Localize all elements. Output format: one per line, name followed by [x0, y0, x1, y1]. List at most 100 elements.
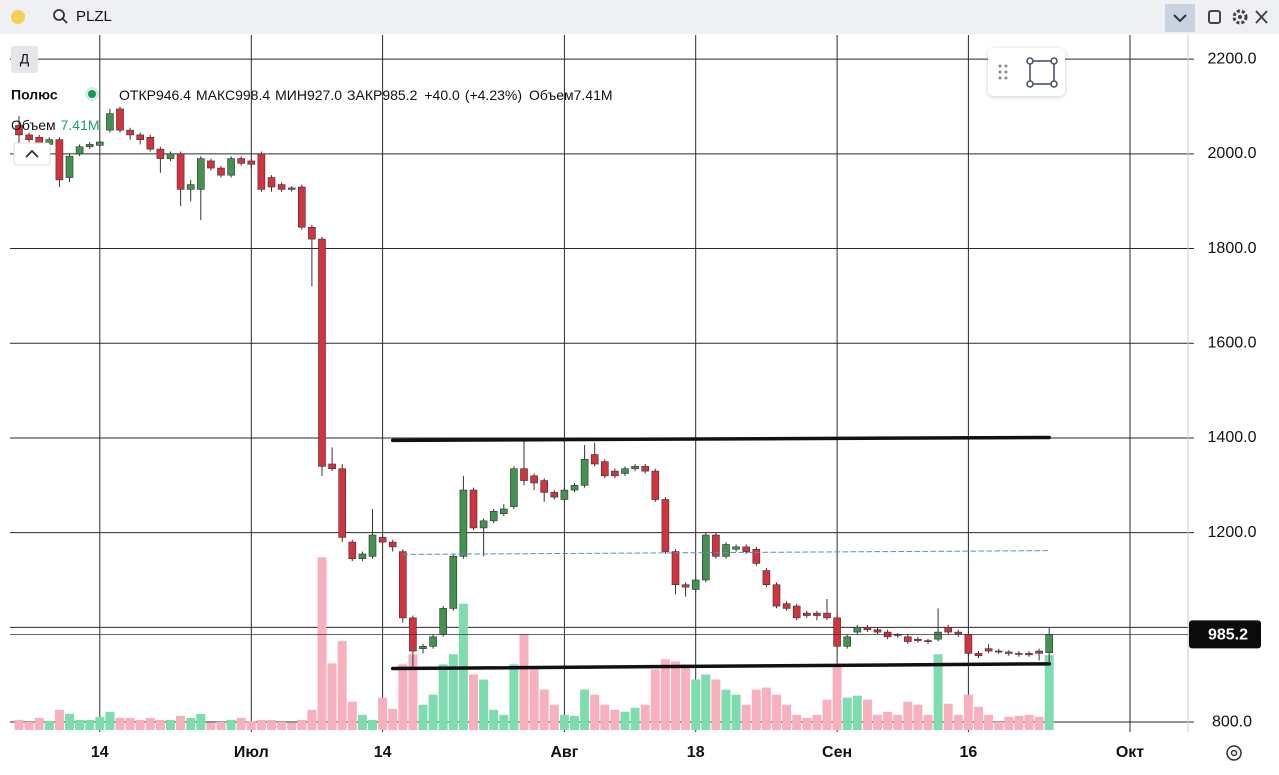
- candle-body: [853, 627, 862, 633]
- window-icon[interactable]: [1208, 10, 1221, 24]
- volume-bar: [186, 717, 196, 730]
- candle-body: [772, 584, 781, 607]
- candle-body: [873, 629, 882, 633]
- chevron-icon: [1173, 14, 1187, 23]
- volume-bar: [337, 641, 347, 730]
- trend-line: [402, 550, 1050, 555]
- volume-bar: [155, 719, 165, 730]
- volume-bar: [75, 719, 85, 730]
- volume-bar: [448, 654, 458, 730]
- candle-body: [85, 144, 94, 148]
- candle-body: [802, 612, 811, 616]
- volume-bar: [307, 709, 317, 730]
- x-tick-label: Июл: [234, 744, 269, 761]
- candle-body: [732, 546, 740, 550]
- candle-body: [813, 612, 821, 616]
- volume-bar: [782, 704, 792, 730]
- candle-body: [661, 499, 670, 552]
- x-tick-label: Авг: [550, 744, 578, 761]
- candle-body: [378, 537, 387, 543]
- legend-change: +40.0: [424, 87, 460, 103]
- legend-label: Объем: [11, 117, 56, 133]
- candle-body: [792, 605, 801, 619]
- volume-bar: [772, 694, 781, 730]
- volume-bar: [368, 719, 377, 730]
- volume-bar: [176, 715, 186, 730]
- legend-value: 927.0: [307, 87, 342, 103]
- candle-body: [25, 134, 33, 140]
- close-icon[interactable]: [1255, 10, 1268, 24]
- reset-view-icon[interactable]: [1226, 745, 1242, 761]
- volume-bar: [408, 654, 418, 730]
- candle-body: [469, 489, 478, 529]
- candle-body: [510, 468, 518, 507]
- volume-bar: [974, 706, 983, 730]
- volume-bar: [802, 717, 812, 730]
- volume-bar: [640, 704, 650, 730]
- volume-bar: [246, 720, 256, 730]
- candle-body: [570, 485, 579, 491]
- rectangle-tool[interactable]: [1026, 57, 1058, 88]
- x-tick-label: Окт: [1116, 744, 1144, 761]
- volume-bar: [873, 714, 882, 730]
- volume-bar: [620, 711, 630, 730]
- drag-handle[interactable]: [998, 64, 1008, 80]
- volume-bar: [590, 694, 600, 730]
- candle-body: [914, 638, 922, 641]
- volume-bar: [893, 714, 903, 730]
- candle-body: [742, 546, 751, 552]
- candle-body: [459, 489, 468, 557]
- volume-bar: [570, 715, 579, 730]
- volume-bar: [236, 717, 246, 730]
- candle-body: [338, 468, 347, 538]
- candle-body: [247, 160, 256, 165]
- interval-label: Д: [20, 51, 30, 67]
- candle-body: [934, 631, 942, 640]
- legend-label: Объем: [529, 87, 574, 103]
- candle-body: [611, 470, 619, 477]
- candle-body: [651, 470, 660, 500]
- status-dot: [88, 90, 96, 98]
- x-tick-label: Сен: [822, 744, 852, 761]
- volume-bar: [691, 679, 701, 730]
- settings-icon[interactable]: [1232, 9, 1248, 25]
- volume-legend: Объем 7.41M: [11, 117, 100, 133]
- search-text[interactable]: PLZL: [76, 8, 112, 25]
- candle-body: [217, 167, 225, 176]
- volume-bar: [216, 721, 226, 730]
- volume-bar: [984, 714, 994, 730]
- volume-bar: [519, 634, 529, 730]
- volume-bar: [913, 704, 923, 730]
- volume-bar: [701, 674, 711, 730]
- collapse-legend-button[interactable]: [13, 142, 51, 166]
- candle-body: [540, 480, 549, 493]
- collapse-button[interactable]: [1165, 4, 1195, 32]
- volume-bar: [499, 714, 509, 730]
- volume-bar: [226, 719, 236, 730]
- x-tick-label: 18: [687, 744, 705, 761]
- candle-body: [631, 466, 639, 470]
- legend-change-pct: (+4.23%): [465, 87, 522, 103]
- candle-body: [197, 158, 205, 190]
- legend-value: 998.4: [235, 87, 270, 103]
- window-dot[interactable]: [11, 10, 25, 24]
- volume-bar: [963, 694, 973, 730]
- volume-bar: [852, 695, 862, 730]
- candle-body: [439, 608, 448, 635]
- volume-bar: [953, 714, 963, 730]
- legend-label: МИН: [275, 87, 307, 103]
- volume-bar: [428, 694, 438, 730]
- volume-layer: [14, 557, 1054, 730]
- candle-layer: [15, 106, 1053, 670]
- y-tick-label: 1600.0: [1208, 334, 1257, 351]
- instrument-name: Полюс: [11, 87, 58, 103]
- candle-body: [560, 489, 569, 500]
- interval-button[interactable]: [11, 46, 38, 73]
- candle-body: [489, 511, 498, 522]
- y-tick-label: 1400.0: [1208, 429, 1257, 446]
- volume-bar: [287, 722, 297, 730]
- volume-bar: [317, 557, 327, 730]
- candle-body: [176, 153, 185, 190]
- volume-bar: [580, 689, 590, 730]
- candle-body: [712, 534, 720, 557]
